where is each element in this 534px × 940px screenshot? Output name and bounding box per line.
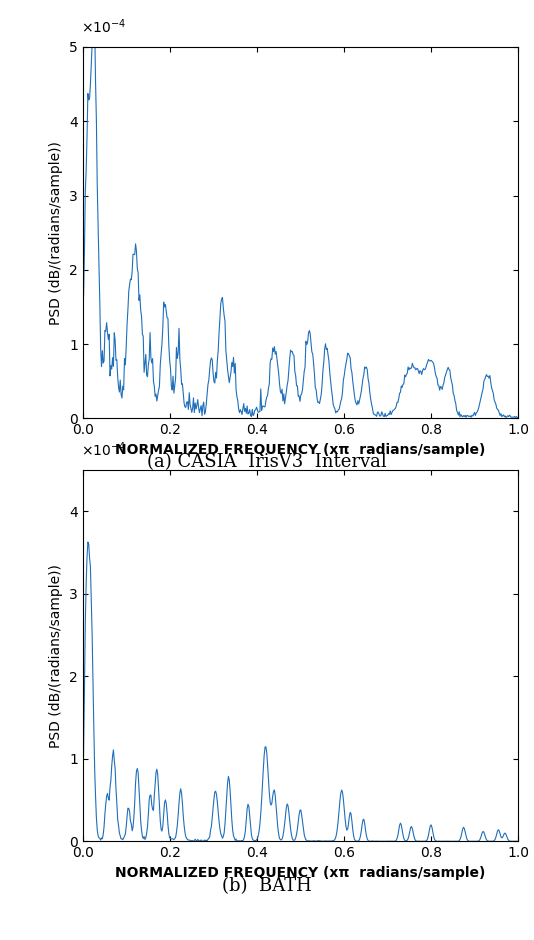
X-axis label: NORMALIZED FREQUENCY (xπ  radians/sample): NORMALIZED FREQUENCY (xπ radians/sample) [115,443,485,457]
Y-axis label: PSD (dB/(radians/sample)): PSD (dB/(radians/sample)) [50,141,64,324]
X-axis label: NORMALIZED FREQUENCY (xπ  radians/sample): NORMALIZED FREQUENCY (xπ radians/sample) [115,866,485,880]
Text: $\times10^{-4}$: $\times10^{-4}$ [81,440,125,459]
Text: $\times10^{-4}$: $\times10^{-4}$ [81,17,125,36]
Y-axis label: PSD (dB/(radians/sample)): PSD (dB/(radians/sample)) [50,564,64,747]
Text: (a) CASIA  IrisV3  Interval: (a) CASIA IrisV3 Interval [147,453,387,472]
Text: (b)  BATH: (b) BATH [222,877,312,896]
